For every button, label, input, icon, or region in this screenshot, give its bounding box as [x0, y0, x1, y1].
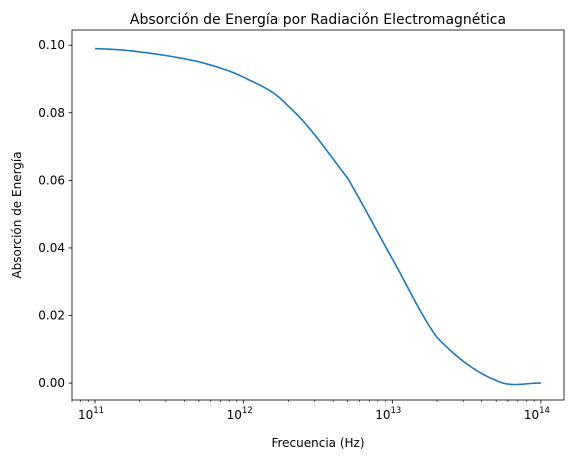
- y-axis-label: Absorción de Energía: [10, 151, 24, 278]
- plot-frame: [72, 30, 564, 400]
- y-tick-label: 0.08: [38, 106, 65, 120]
- series-line: [95, 49, 541, 385]
- chart-title: Absorción de Energía por Radiación Elect…: [130, 12, 506, 28]
- y-axis: 0.00 0.02 0.04 0.06 0.08 0.10: [38, 38, 72, 390]
- y-tick-label: 0.00: [38, 376, 65, 390]
- x-tick-label: 1013: [375, 406, 401, 422]
- y-tick-label: 0.06: [38, 173, 65, 187]
- y-tick-label: 0.10: [38, 38, 65, 52]
- plot-area: [95, 49, 541, 385]
- x-tick-label: 1011: [78, 406, 104, 422]
- x-tick-label: 1014: [524, 406, 550, 422]
- x-axis-label: Frecuencia (Hz): [271, 436, 364, 450]
- x-axis: 1011 1012 1013 1014: [72, 400, 550, 422]
- y-tick-label: 0.04: [38, 241, 65, 255]
- y-tick-label: 0.02: [38, 309, 65, 323]
- x-tick-label: 1012: [227, 406, 253, 422]
